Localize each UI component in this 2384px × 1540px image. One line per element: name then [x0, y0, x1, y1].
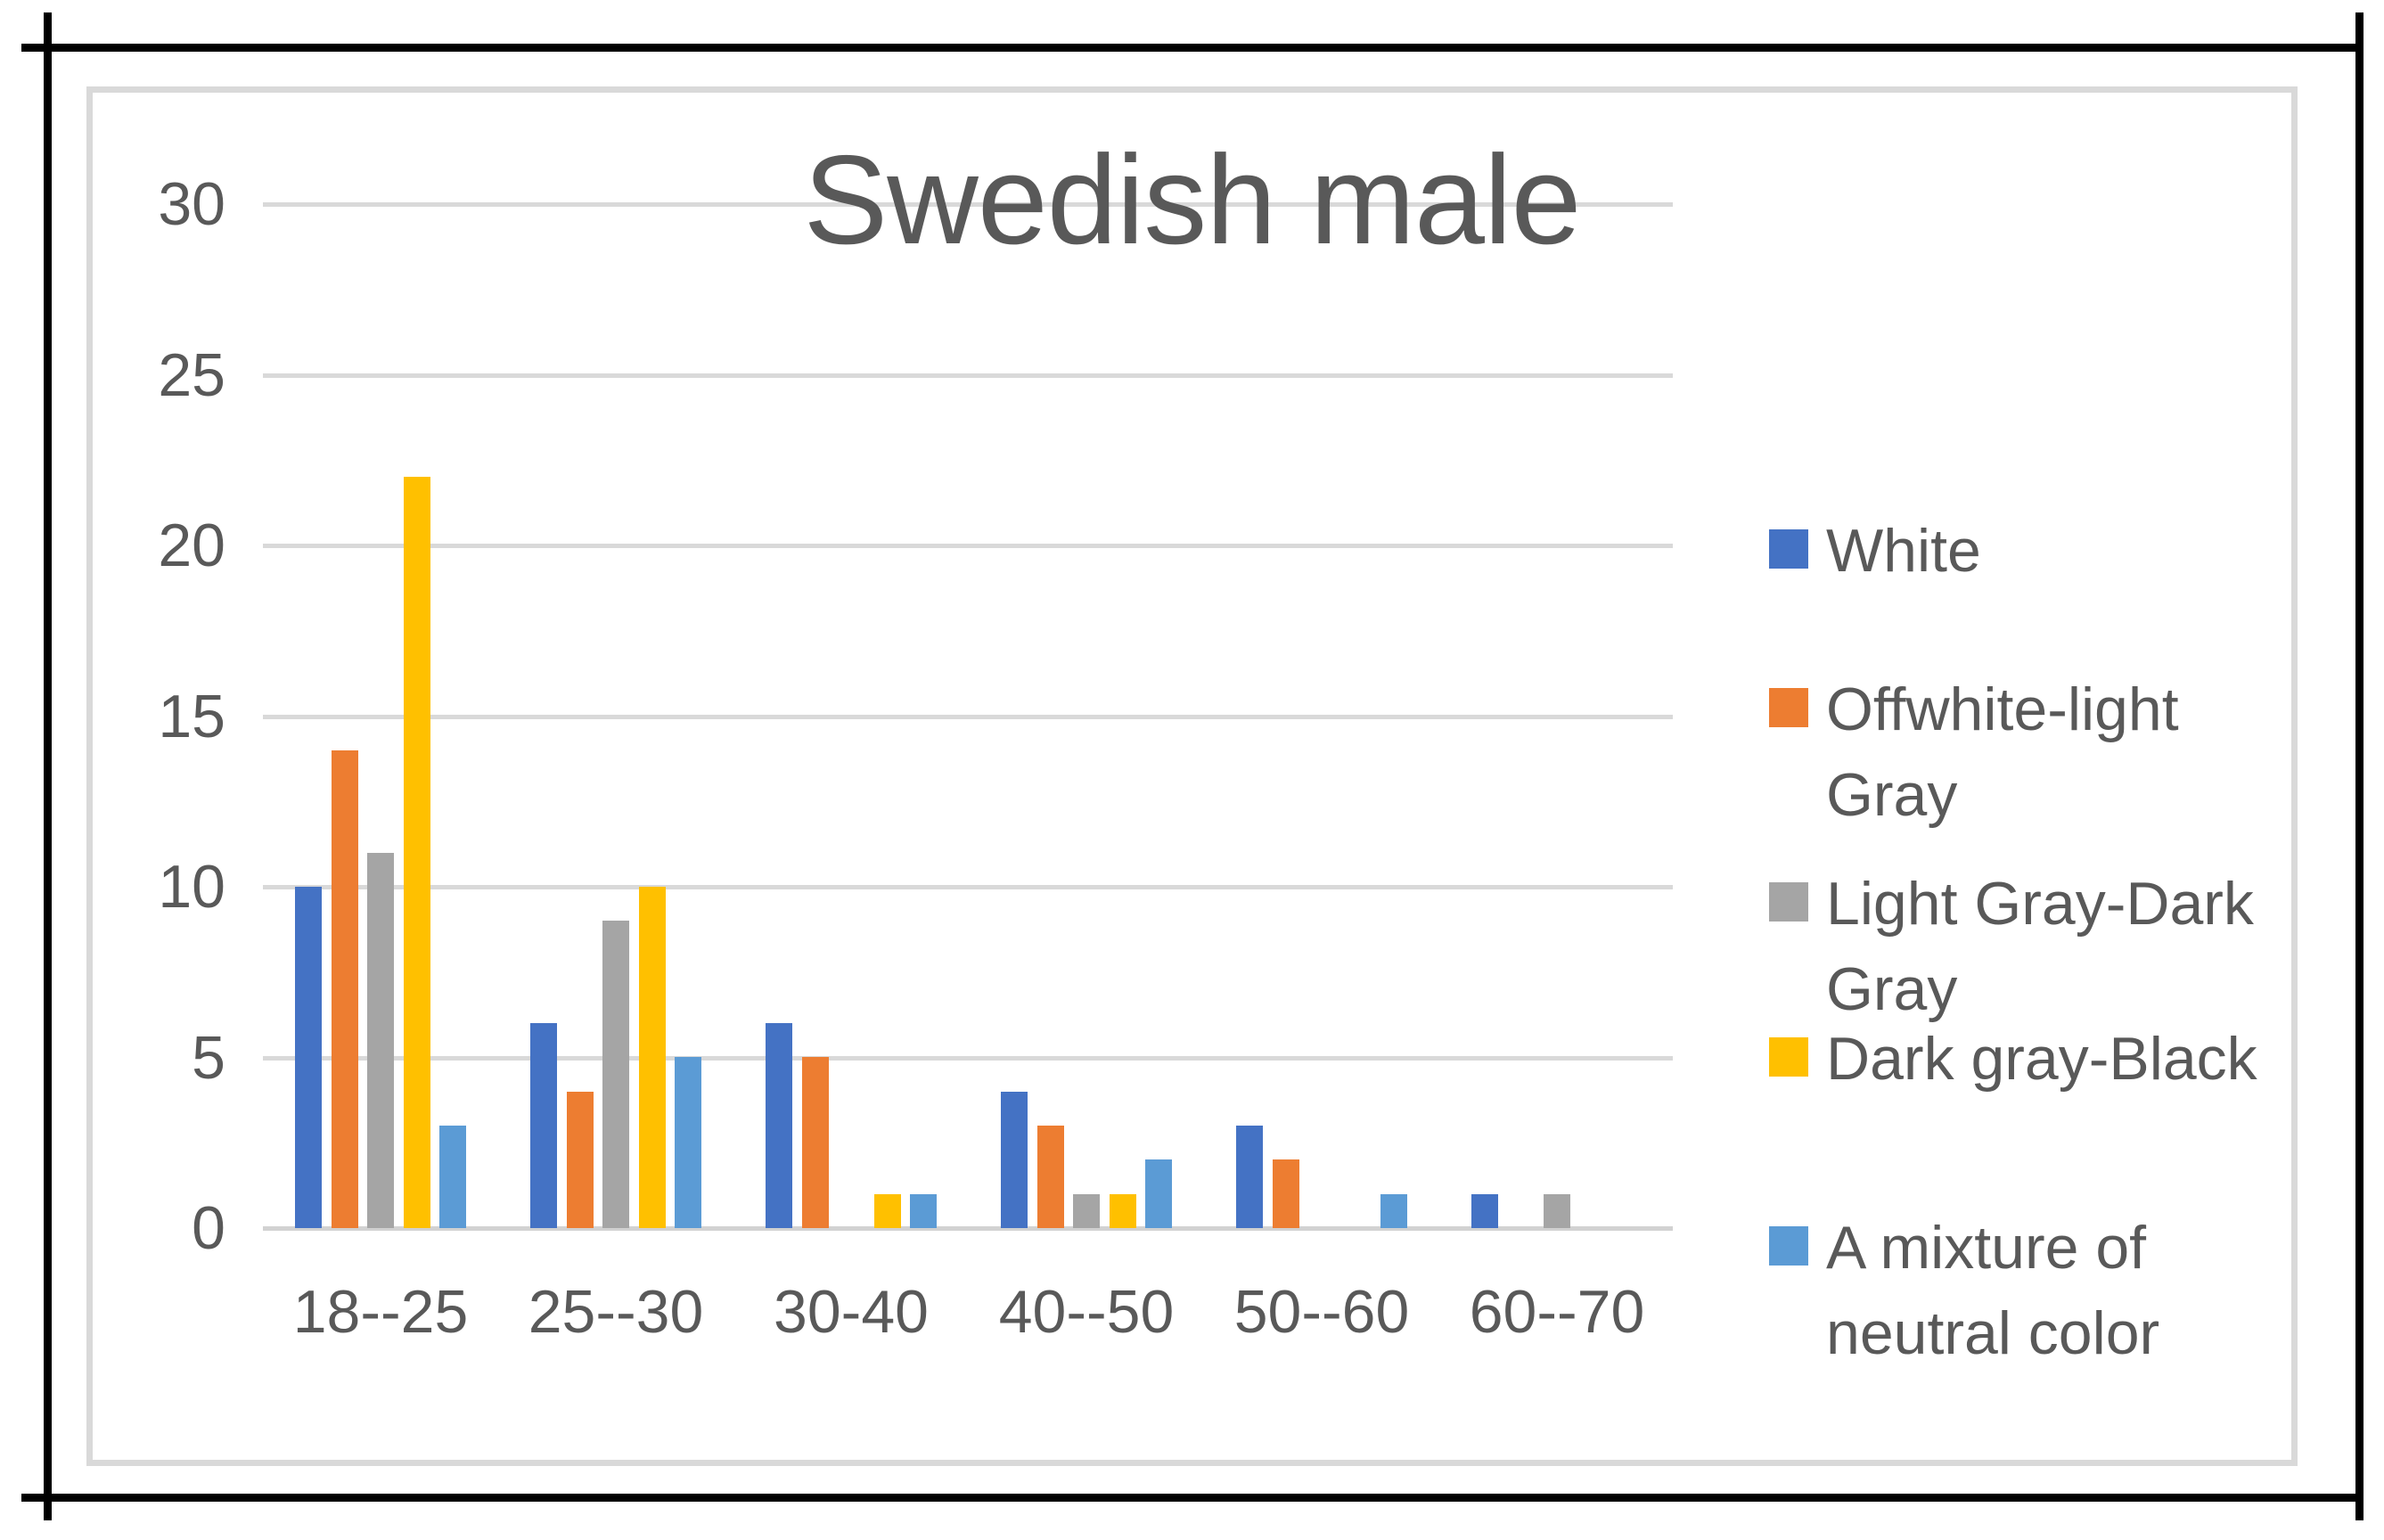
legend-entry-a-mixture-of-neutral-color: A mixture of neutral color: [1769, 1205, 2295, 1376]
legend-label: Light Gray-Dark Gray: [1826, 870, 2254, 1023]
frame-bottom-line: [21, 1494, 2364, 1502]
bar-dark-gray-black-30-40: [874, 1194, 901, 1228]
bar-dark-gray-black-18--25: [404, 477, 430, 1228]
bar-a-mixture-of-neutral-color-40--50: [1145, 1159, 1172, 1228]
legend-label: Dark gray-Black: [1826, 1025, 2257, 1093]
x-axis-line: [263, 1226, 1673, 1231]
bar-dark-gray-black-25--30: [639, 887, 666, 1228]
legend-entry-white: White: [1769, 508, 2295, 594]
legend-label: White: [1826, 517, 1981, 585]
gridline-25: [263, 373, 1673, 378]
frame-right-line: [2355, 12, 2364, 1520]
x-category-label: 50--60: [1233, 1278, 1410, 1346]
bar-offwhite-light-gray-40--50: [1037, 1126, 1064, 1228]
bar-white-30-40: [766, 1023, 792, 1228]
frame-top-line: [21, 44, 2364, 52]
bar-offwhite-light-gray-18--25: [332, 750, 358, 1228]
x-category-label: 25--30: [528, 1278, 704, 1346]
bar-offwhite-light-gray-25--30: [567, 1092, 594, 1228]
bar-white-18--25: [295, 887, 322, 1228]
y-tick-label-10: 10: [158, 853, 225, 921]
bar-white-60--70: [1471, 1194, 1498, 1228]
bar-offwhite-light-gray-30-40: [802, 1057, 829, 1228]
legend-label: A mixture of neutral color: [1826, 1214, 2160, 1367]
bar-a-mixture-of-neutral-color-25--30: [675, 1057, 701, 1228]
x-category-label: 60--70: [1469, 1278, 1645, 1346]
x-category-label: 30-40: [774, 1278, 929, 1346]
legend-label: Offwhite-light Gray: [1826, 676, 2179, 829]
x-category-label: 40--50: [998, 1278, 1175, 1346]
bar-a-mixture-of-neutral-color-18--25: [439, 1126, 466, 1228]
bar-dark-gray-black-40--50: [1110, 1194, 1136, 1228]
x-category-label: 18--25: [292, 1278, 469, 1346]
gridline-30: [263, 202, 1673, 207]
bar-white-50--60: [1236, 1126, 1263, 1228]
gridline-10: [263, 885, 1673, 889]
gridline-20: [263, 544, 1673, 548]
bar-light-gray-dark-gray-40--50: [1073, 1194, 1100, 1228]
bar-light-gray-dark-gray-18--25: [367, 853, 394, 1228]
bar-a-mixture-of-neutral-color-50--60: [1380, 1194, 1407, 1228]
frame-left-line: [44, 12, 52, 1520]
bar-white-25--30: [530, 1023, 557, 1228]
y-tick-label-30: 30: [158, 170, 225, 238]
chart-area-border: [86, 86, 2298, 1466]
legend-entry-light-gray-dark-gray: Light Gray-Dark Gray: [1769, 861, 2295, 1032]
legend-swatch-icon: [1769, 882, 1808, 922]
legend-swatch-icon: [1769, 529, 1808, 569]
bar-a-mixture-of-neutral-color-30-40: [910, 1194, 937, 1228]
y-tick-label-5: 5: [192, 1024, 225, 1092]
legend-swatch-icon: [1769, 1226, 1808, 1266]
gridline-15: [263, 715, 1673, 719]
legend-swatch-icon: [1769, 1037, 1808, 1077]
legend-swatch-icon: [1769, 688, 1808, 727]
y-tick-label-15: 15: [158, 683, 225, 750]
bar-light-gray-dark-gray-60--70: [1544, 1194, 1570, 1228]
bar-offwhite-light-gray-50--60: [1273, 1159, 1299, 1228]
y-tick-label-0: 0: [192, 1194, 225, 1262]
bar-light-gray-dark-gray-25--30: [602, 921, 629, 1228]
chart-title: Swedish male: [803, 129, 1582, 271]
y-tick-label-20: 20: [158, 512, 225, 579]
y-tick-label-25: 25: [158, 341, 225, 409]
legend-entry-dark-gray-black: Dark gray-Black: [1769, 1016, 2295, 1102]
bar-white-40--50: [1001, 1092, 1028, 1228]
legend-entry-offwhite-light-gray: Offwhite-light Gray: [1769, 667, 2295, 838]
gridline-5: [263, 1056, 1673, 1061]
